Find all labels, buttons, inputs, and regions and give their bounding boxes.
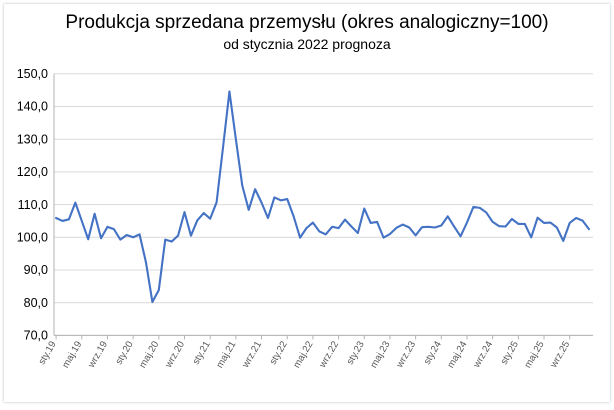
svg-text:maj.25: maj.25 [523, 339, 547, 370]
svg-text:sty.25: sty.25 [499, 339, 521, 366]
svg-text:wrz.22: wrz.22 [317, 339, 341, 370]
svg-text:sty.24: sty.24 [422, 339, 444, 367]
svg-text:maj.20: maj.20 [137, 339, 161, 370]
svg-text:wrz.21: wrz.21 [240, 339, 264, 370]
svg-text:150,0: 150,0 [17, 67, 48, 81]
svg-text:110,0: 110,0 [18, 198, 48, 212]
svg-text:70,0: 70,0 [24, 329, 48, 343]
svg-text:sty.23: sty.23 [345, 339, 367, 366]
svg-text:wrz.25: wrz.25 [548, 339, 572, 370]
svg-text:maj.23: maj.23 [368, 339, 392, 370]
svg-text:sty.21: sty.21 [191, 339, 213, 366]
svg-text:100,0: 100,0 [17, 231, 48, 245]
svg-text:wrz.23: wrz.23 [394, 339, 418, 370]
svg-text:140,0: 140,0 [17, 100, 48, 114]
svg-text:90,0: 90,0 [24, 263, 48, 277]
svg-text:wrz.24: wrz.24 [471, 339, 496, 371]
svg-text:130,0: 130,0 [17, 132, 48, 146]
svg-text:maj.21: maj.21 [214, 339, 238, 370]
svg-text:maj.24: maj.24 [446, 339, 470, 370]
svg-text:80,0: 80,0 [24, 296, 48, 310]
svg-text:sty.22: sty.22 [268, 339, 290, 366]
svg-text:sty.19: sty.19 [37, 339, 59, 366]
svg-text:maj.22: maj.22 [291, 339, 315, 370]
svg-text:maj.19: maj.19 [60, 339, 84, 370]
svg-text:120,0: 120,0 [17, 165, 48, 179]
svg-text:wrz.19: wrz.19 [86, 339, 110, 370]
svg-text:wrz.20: wrz.20 [163, 339, 188, 371]
svg-text:sty.20: sty.20 [114, 339, 136, 367]
